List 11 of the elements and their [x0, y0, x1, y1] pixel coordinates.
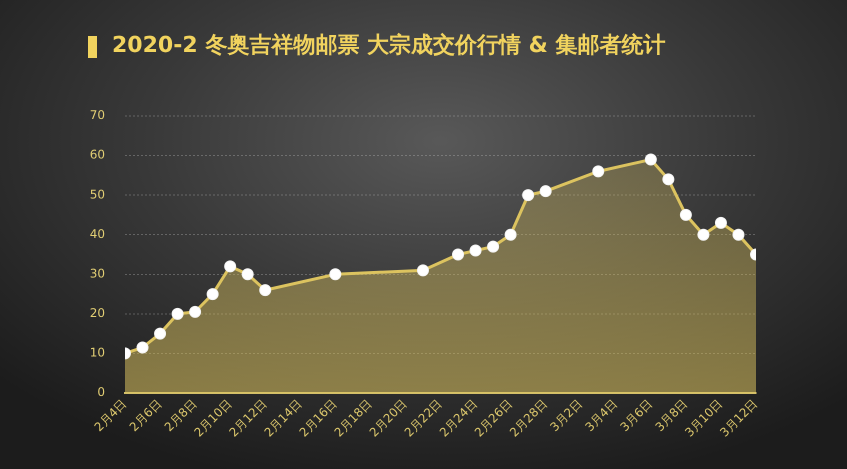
y-tick-label: 40 — [90, 226, 105, 241]
y-tick-label: 0 — [97, 385, 105, 400]
y-tick-label: 30 — [90, 266, 105, 280]
y-tick-label: 10 — [90, 346, 105, 360]
x-tick-label: 2月6日 — [126, 396, 164, 434]
y-tick-label: 60 — [90, 148, 105, 162]
x-tick-label: 2月4日 — [92, 396, 130, 434]
y-tick-label: 70 — [90, 108, 105, 122]
y-tick-label: 20 — [90, 306, 105, 320]
y-tick-label: 50 — [90, 187, 105, 202]
chart-title: 2020-2 冬奥吉祥物邮票 大宗成交价行情 & 集邮者统计 — [112, 32, 666, 60]
